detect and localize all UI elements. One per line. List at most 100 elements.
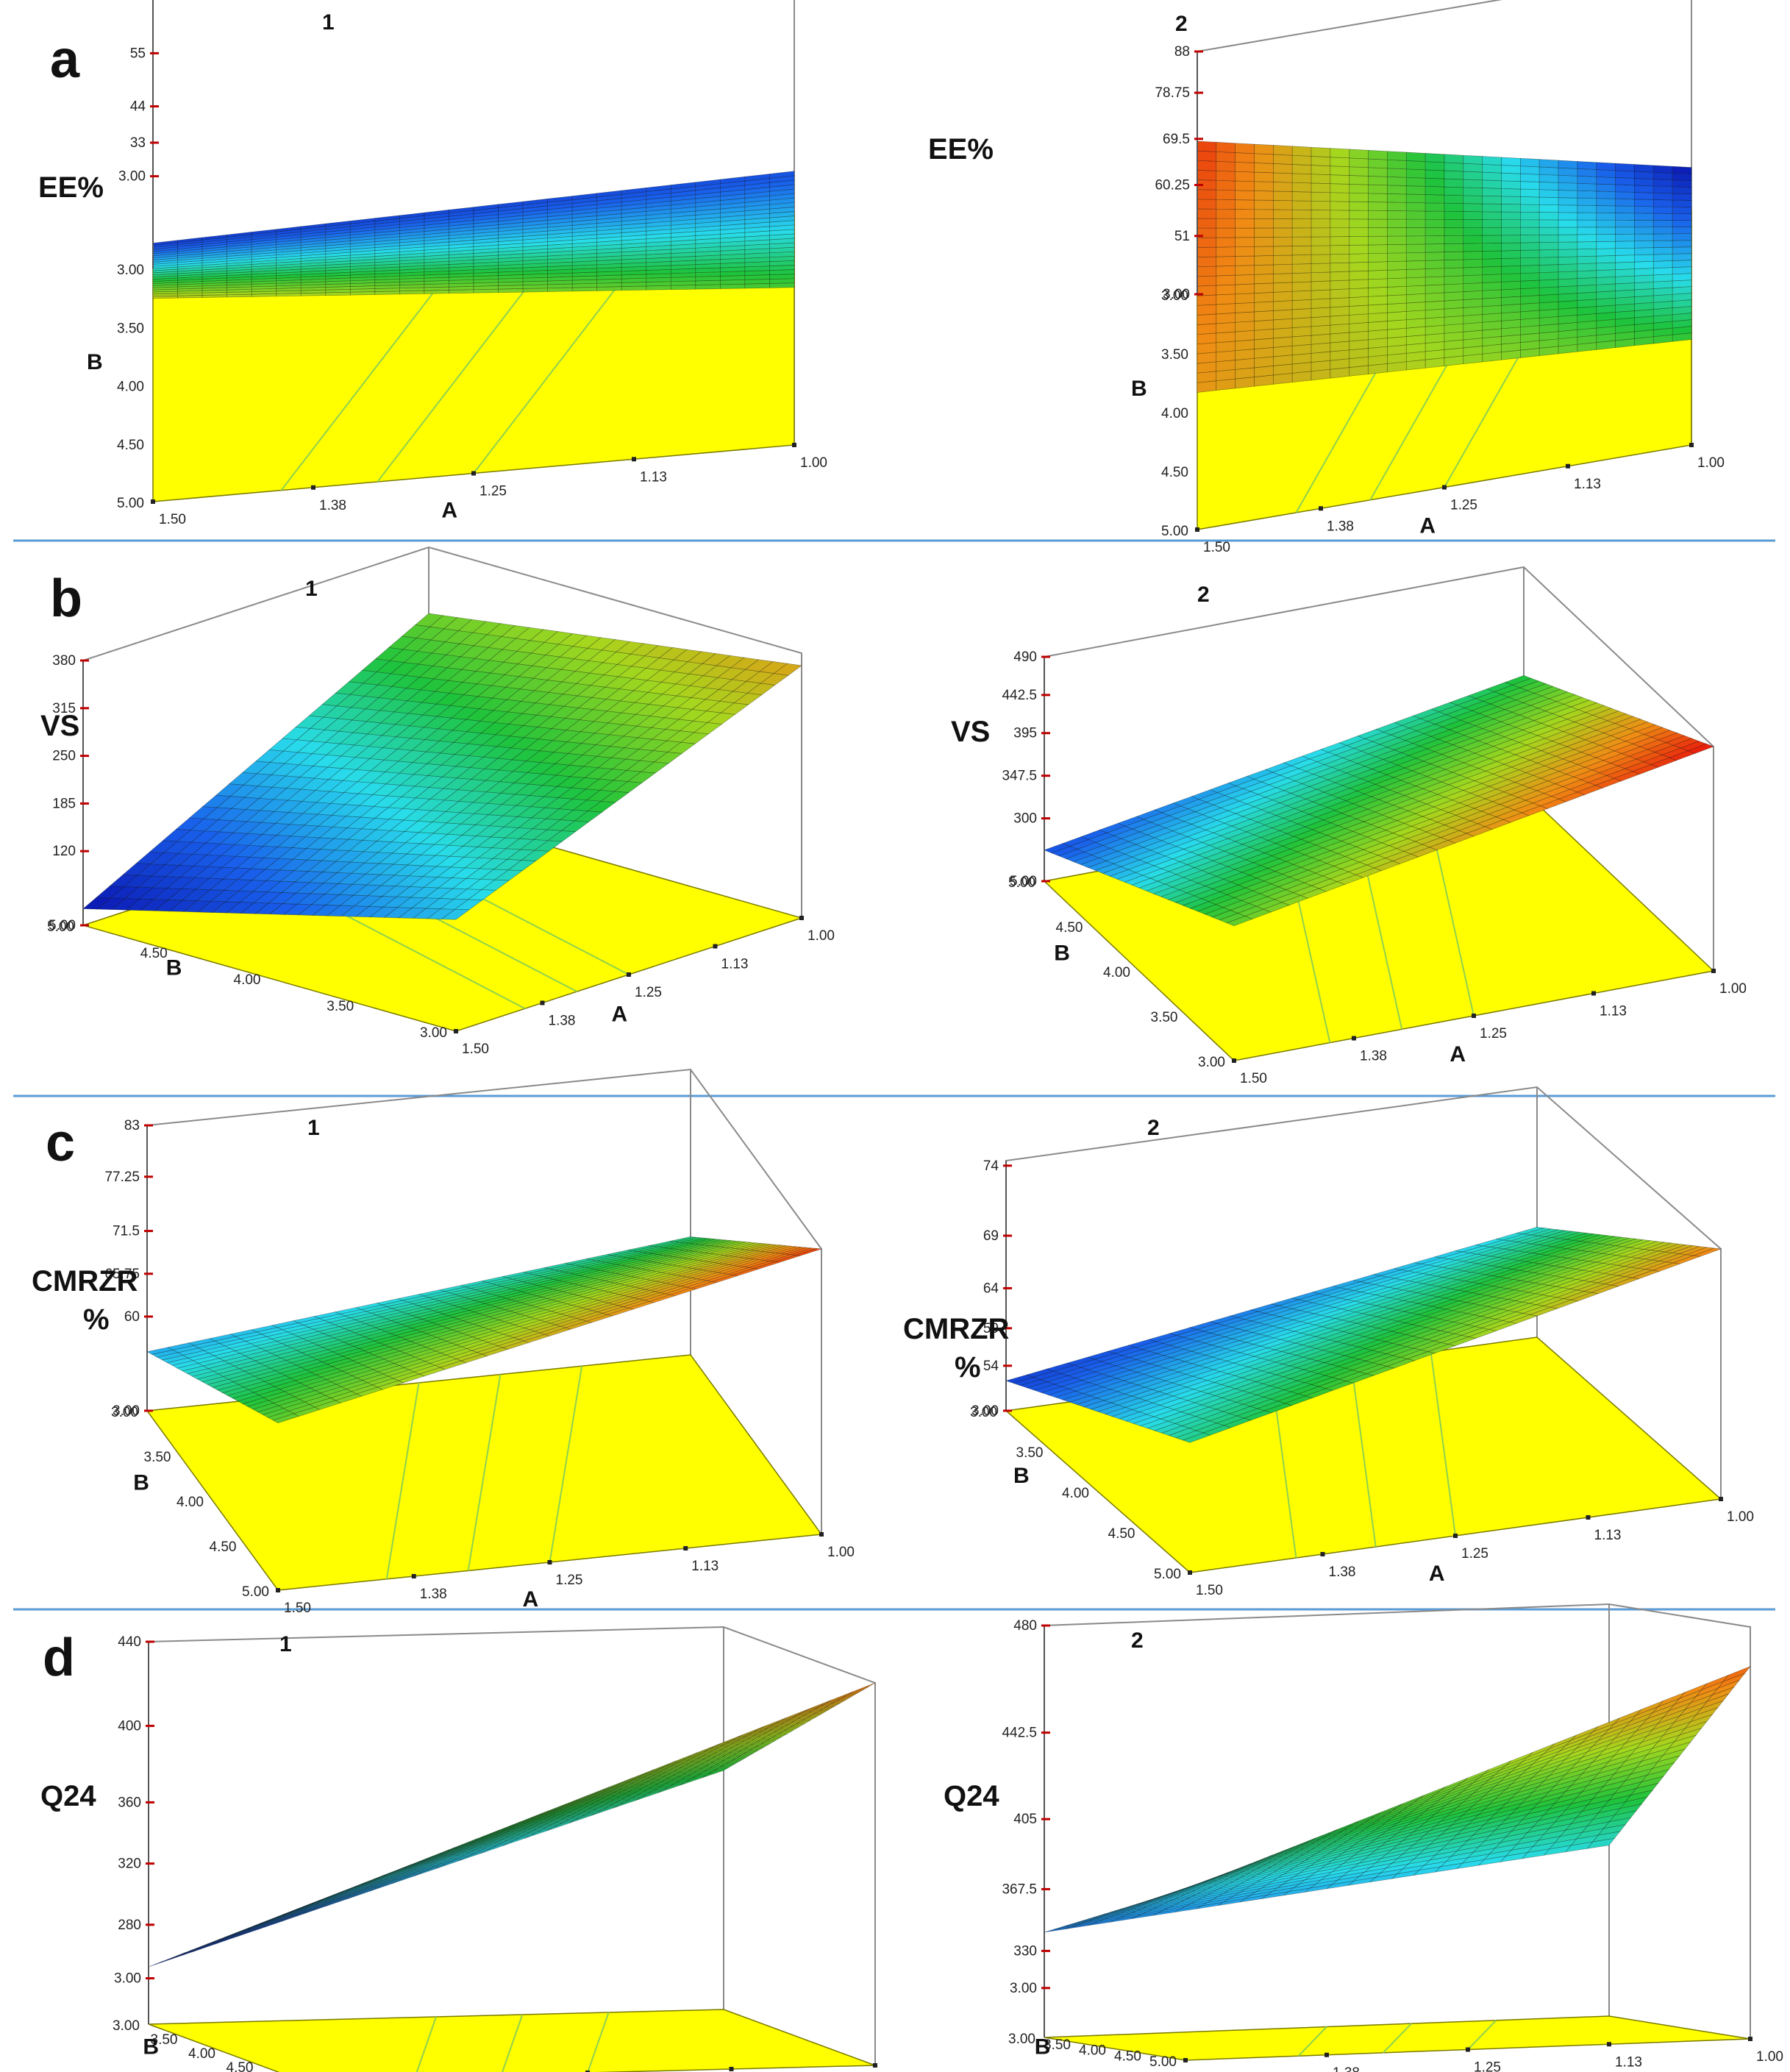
x-tick-mark <box>713 944 718 949</box>
surface-cell <box>1311 174 1331 184</box>
surface-cell <box>1501 288 1521 298</box>
surface-cell <box>1444 235 1464 244</box>
surface-cell <box>1254 292 1274 303</box>
surface-cell <box>1520 227 1540 235</box>
surface-cell <box>1405 310 1426 321</box>
surface-cell <box>1482 266 1502 276</box>
surface-cell <box>1254 274 1274 285</box>
surface-cell <box>1482 305 1502 315</box>
surface-cell <box>1291 209 1312 219</box>
surface-cell <box>1538 286 1559 296</box>
surface-cell <box>1444 170 1464 180</box>
surface-cell <box>1311 324 1331 336</box>
surface-cell <box>1463 298 1483 308</box>
row-label-c: c <box>46 1114 75 1172</box>
surface-cell <box>1197 361 1217 374</box>
plot-title: 2 <box>1197 583 1210 607</box>
surface-cell <box>1216 313 1236 324</box>
surface-cell <box>1501 204 1521 213</box>
z-tick-label: 71.5 <box>113 1224 140 1239</box>
y-axis-title: B <box>1013 1464 1030 1488</box>
surface-cell <box>1291 182 1312 193</box>
surface-cell <box>1444 315 1464 326</box>
surface-cell <box>1596 205 1616 213</box>
z-tick-label: 120 <box>52 844 76 859</box>
surface-cell <box>1311 280 1331 291</box>
surface-cell <box>1444 307 1464 318</box>
surface-cell <box>1273 336 1293 348</box>
y-axis-title: B <box>1131 377 1147 401</box>
surface-cell <box>1387 176 1407 186</box>
surface-cell <box>1463 235 1483 244</box>
y-axis-title: B <box>87 350 103 374</box>
surface-cell <box>1482 281 1502 291</box>
surface-cell <box>1577 197 1597 206</box>
surface-cell <box>1615 268 1635 277</box>
surface-cell <box>1273 172 1293 183</box>
surface-cell <box>1424 227 1445 237</box>
surface-cell <box>1235 237 1255 248</box>
surface-cell <box>1330 288 1350 299</box>
surface-cell <box>1254 163 1274 174</box>
surface-cell <box>1216 218 1236 229</box>
surface-cell <box>1254 181 1274 192</box>
surface-cell <box>1652 280 1673 289</box>
surface-plot-d1: 3.002803203604004401.501.381.251.131.005… <box>40 1626 877 2072</box>
surface-cell <box>1501 180 1521 190</box>
surface-cell <box>1254 347 1274 359</box>
surface-cell <box>1634 178 1654 187</box>
surface-cell <box>1368 261 1388 271</box>
surface-cell <box>1558 204 1578 213</box>
x-tick-mark <box>632 457 636 462</box>
surface-cell <box>1216 256 1236 267</box>
surface-cell <box>1596 262 1616 271</box>
y-tick-label: 4.50 <box>210 1539 237 1555</box>
surface-cell <box>1330 271 1350 282</box>
x-tick-label: 1.00 <box>1719 981 1747 997</box>
surface-cell <box>1444 291 1464 302</box>
surface-cell <box>1652 227 1673 235</box>
surface-cell <box>1463 219 1483 228</box>
surface-cell <box>1482 195 1502 204</box>
surface-cell <box>1672 280 1692 288</box>
x-tick-label: 1.00 <box>800 455 827 471</box>
surface-cell <box>1538 174 1559 183</box>
surface-cell <box>1405 260 1426 270</box>
y-tick-label: 3.50 <box>117 321 144 336</box>
surface-cell <box>1216 293 1236 305</box>
surface-cell <box>1216 331 1236 343</box>
surface-cell <box>1330 201 1350 211</box>
surface-cell <box>1615 282 1635 291</box>
surface-cell <box>1501 296 1521 306</box>
x-tick-mark <box>411 1574 416 1578</box>
row-label-a: a <box>50 30 80 89</box>
surface-cell <box>1424 316 1445 327</box>
surface-cell <box>1652 220 1673 228</box>
surface-cell <box>1482 297 1502 307</box>
surface-cell <box>1405 168 1426 179</box>
surface-cell <box>744 283 770 289</box>
z-tick-label: 88 <box>1174 44 1190 60</box>
surface-cell <box>1652 192 1673 201</box>
x-tick-label: 1.13 <box>691 1559 719 1574</box>
surface-cell <box>1311 156 1331 166</box>
surface-cell <box>1349 305 1369 316</box>
surface-cell <box>1387 319 1407 330</box>
x-tick-label: 1.00 <box>807 928 835 944</box>
surface-cell <box>1463 195 1483 204</box>
surface-cell <box>1538 219 1559 228</box>
surface-cell <box>1538 166 1559 176</box>
surface-cell <box>1216 160 1236 172</box>
surface-cell <box>1444 154 1464 164</box>
surface-cell <box>1216 350 1236 363</box>
surface-cell <box>1349 270 1369 281</box>
surface-cell <box>1615 191 1635 200</box>
surface-cell <box>1405 277 1426 287</box>
surface-cell <box>1349 157 1369 168</box>
surface-cell <box>1291 290 1312 301</box>
surface-cell <box>1615 213 1635 221</box>
y-tick-label: 3.00 <box>111 1405 138 1420</box>
surface-cell <box>1424 243 1445 253</box>
surface-cell <box>1216 179 1236 191</box>
surface-cell <box>1273 345 1293 357</box>
